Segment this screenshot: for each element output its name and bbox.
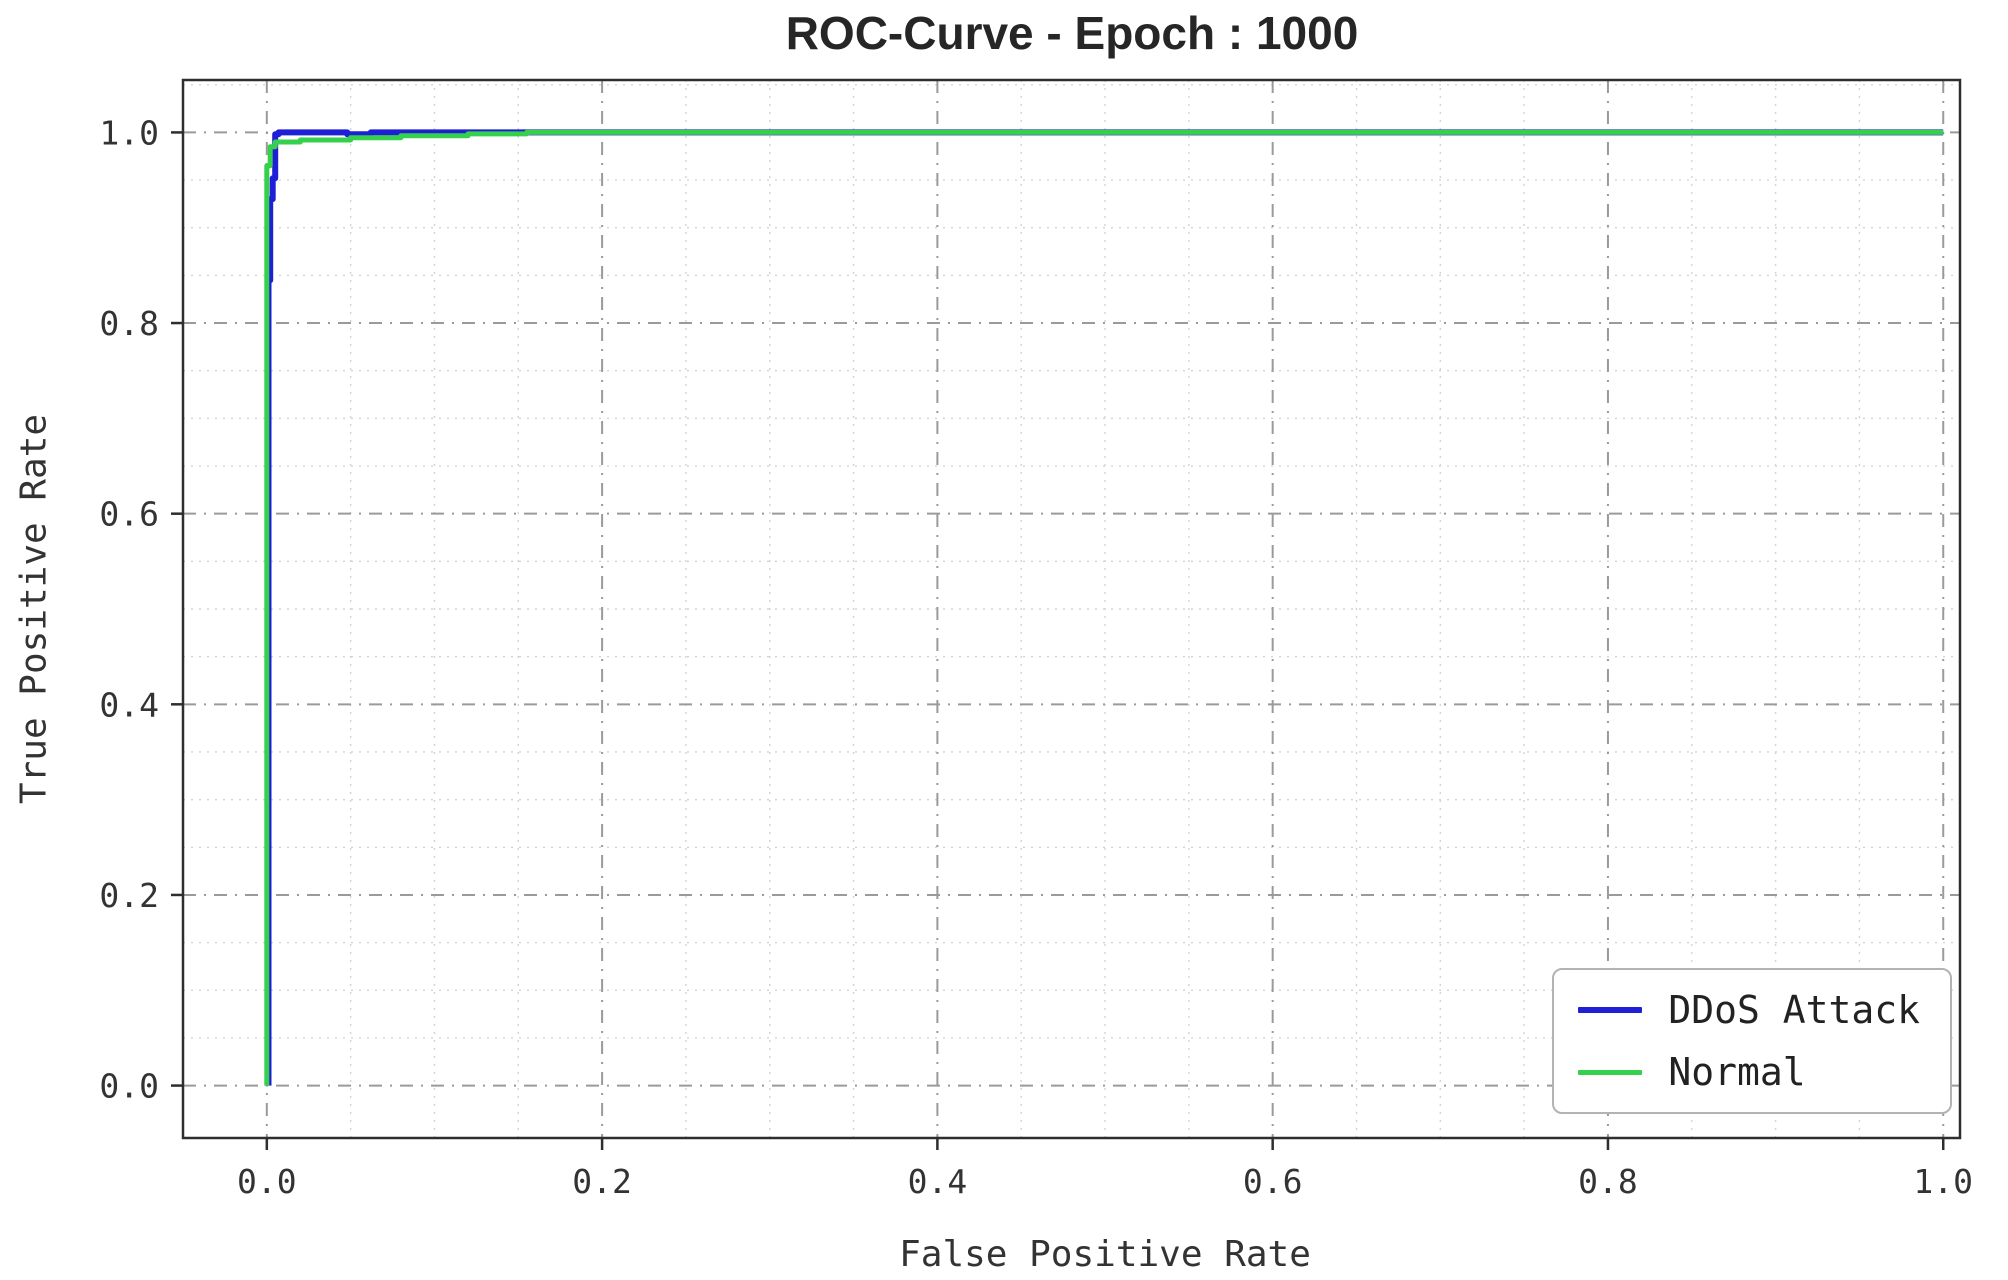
x-tick-label: 0.0 [237, 1162, 297, 1201]
y-tick-label: 0.6 [99, 495, 159, 534]
y-axis-label: True Positive Rate [13, 413, 55, 805]
y-tick-label: 1.0 [99, 113, 159, 152]
legend-line-normal [1578, 1069, 1643, 1075]
x-tick-label: 0.8 [1578, 1162, 1638, 1201]
series-line-ddos-attack [265, 129, 1944, 1086]
y-tick-label: 0.0 [99, 1067, 159, 1106]
y-tick-label: 0.2 [99, 876, 159, 915]
legend-label-ddos-attack: DDoS Attack [1668, 988, 1920, 1032]
tick-labels: 0.0 0.2 0.4 0.6 0.8 1.0 0.0 0.2 0.4 0.6 0.8 1.0 [99, 113, 1973, 1201]
x-tick-label: 0.4 [908, 1162, 968, 1201]
minor-gridlines [183, 80, 1960, 1138]
x-tick-label: 1.0 [1913, 1162, 1973, 1201]
legend: DDoS Attack Normal [1552, 968, 1952, 1114]
y-tick-label: 0.8 [99, 304, 159, 343]
tick-marks [171, 131, 1945, 1150]
series-line-normal [264, 129, 1944, 1086]
legend-label-normal: Normal [1668, 1050, 1806, 1094]
legend-item-normal: Normal [1578, 1050, 1920, 1094]
x-tick-label: 0.2 [572, 1162, 632, 1201]
chart-title: ROC-Curve - Epoch : 1000 [785, 7, 1359, 59]
legend-item-ddos-attack: DDoS Attack [1578, 988, 1920, 1032]
x-axis-label: False Positive Rate [899, 1234, 1311, 1275]
legend-line-ddos-attack [1578, 1007, 1643, 1013]
y-tick-label: 0.4 [99, 685, 159, 724]
x-tick-label: 0.6 [1243, 1162, 1303, 1201]
axes-spines [181, 78, 1962, 1140]
